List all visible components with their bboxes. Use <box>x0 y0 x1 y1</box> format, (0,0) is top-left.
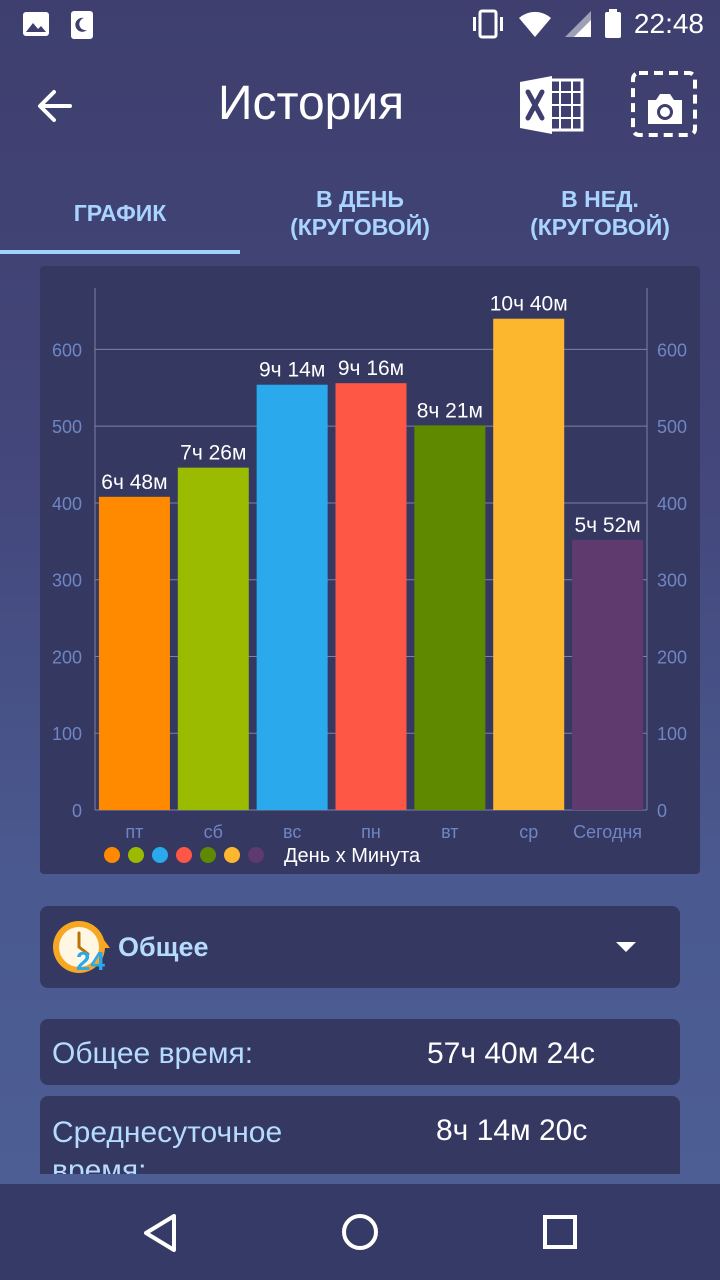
tab-weekly-pie[interactable]: В НЕД. (КРУГОВОЙ) <box>480 170 720 256</box>
bar <box>177 467 249 810</box>
legend-swatch <box>104 847 120 863</box>
y-tick-label-right: 200 <box>657 647 687 667</box>
x-tick-label: Сегодня <box>573 822 642 842</box>
tab-daily-pie[interactable]: В ДЕНЬ (КРУГОВОЙ) <box>240 170 480 256</box>
bar-chart: 0 0 100 100 200 200 300 300 400 400 500 500 600 600 6ч… <box>52 288 687 867</box>
legend-swatch <box>128 847 144 863</box>
legend-label: День x Минута <box>284 845 421 867</box>
y-tick-label-left: 500 <box>52 417 82 437</box>
bar-data-label: 10ч 40м <box>490 293 568 316</box>
x-tick-label: сб <box>204 822 223 842</box>
legend-swatch <box>224 847 240 863</box>
y-tick-label-right: 100 <box>657 724 687 744</box>
bar <box>98 496 170 810</box>
stat-row-average: Среднесуточное время: 8ч 14м 20с <box>40 1096 680 1174</box>
y-tick-label-left: 0 <box>72 801 82 821</box>
clock-24-badge: 24 <box>76 946 105 976</box>
tab-daily-pie-line1: В ДЕНЬ <box>316 186 404 212</box>
bar <box>414 425 486 810</box>
y-tick-label-left: 100 <box>52 724 82 744</box>
bar <box>335 383 407 810</box>
y-tick-label-left: 600 <box>52 340 82 360</box>
bar-data-label: 5ч 52м <box>574 514 640 537</box>
x-tick-label: пт <box>125 822 143 842</box>
legend-swatch <box>152 847 168 863</box>
tab-daily-pie-line2: (КРУГОВОЙ) <box>290 214 430 240</box>
x-tick-label: ср <box>519 822 538 842</box>
bar-data-label: 8ч 21м <box>417 399 483 422</box>
y-tick-label-left: 200 <box>52 647 82 667</box>
excel-export-icon[interactable] <box>518 74 586 136</box>
bar-data-label: 9ч 16м <box>338 357 404 380</box>
y-tick-label-left: 400 <box>52 494 82 514</box>
bar <box>256 384 328 810</box>
page-title: История <box>218 77 405 130</box>
y-tick-label-right: 600 <box>657 340 687 360</box>
home-nav-icon[interactable] <box>340 1212 380 1252</box>
tab-weekly-pie-line2: (КРУГОВОЙ) <box>530 214 670 240</box>
bar-data-label: 6ч 48м <box>101 471 167 494</box>
tab-indicator <box>0 250 240 254</box>
y-tick-label-right: 0 <box>657 801 667 821</box>
chevron-down-icon <box>616 942 636 952</box>
summary-dropdown-label: Общее <box>118 932 209 962</box>
y-tick-label-right: 400 <box>657 494 687 514</box>
y-tick-label-right: 500 <box>657 417 687 437</box>
x-tick-label: вс <box>283 822 301 842</box>
chart-card: 0 0 100 100 200 200 300 300 400 400 500 500 600 600 6ч… <box>40 266 700 874</box>
legend-swatch <box>248 847 264 863</box>
sleep-notification-icon <box>71 11 93 39</box>
y-tick-label-left: 300 <box>52 571 82 591</box>
bar <box>572 539 644 810</box>
bar-data-label: 9ч 14м <box>259 359 325 382</box>
app-bar: История <box>0 52 720 162</box>
screenshot-icon[interactable] <box>630 70 698 138</box>
status-bar: 22:48 <box>0 0 720 52</box>
battery-icon <box>604 9 621 38</box>
x-tick-label: вт <box>441 822 458 842</box>
wifi-icon <box>518 11 551 38</box>
stat-average-label: Среднесуточное время: <box>52 1116 283 1174</box>
vibrate-icon <box>472 9 503 39</box>
clock-24-icon <box>53 921 110 973</box>
navigation-bar <box>0 1184 720 1280</box>
signal-icon <box>564 11 591 37</box>
bar-data-label: 7ч 26м <box>180 442 246 465</box>
tab-chart[interactable]: ГРАФИК <box>0 170 240 256</box>
recents-nav-icon[interactable] <box>542 1214 578 1250</box>
stat-row-total: Общее время: 57ч 40м 24с <box>40 1019 680 1085</box>
legend-swatch <box>200 847 216 863</box>
bar <box>493 318 565 810</box>
stat-total-label: Общее время: <box>52 1037 254 1070</box>
stat-average-value: 8ч 14м 20с <box>436 1114 588 1147</box>
image-notification-icon <box>23 12 49 36</box>
legend-swatch <box>176 847 192 863</box>
summary-dropdown[interactable]: 24 Общее <box>40 906 680 988</box>
y-tick-label-right: 300 <box>657 571 687 591</box>
back-arrow-icon[interactable] <box>30 80 82 132</box>
tab-weekly-pie-line1: В НЕД. <box>561 186 639 212</box>
stat-total-value: 57ч 40м 24с <box>427 1037 596 1070</box>
x-tick-label: пн <box>361 822 381 842</box>
tab-chart-label: ГРАФИК <box>73 200 167 226</box>
status-time: 22:48 <box>633 8 704 39</box>
tab-bar: ГРАФИК В ДЕНЬ (КРУГОВОЙ) В НЕД. (КРУГОВО… <box>0 170 720 256</box>
back-nav-icon[interactable] <box>140 1212 180 1254</box>
